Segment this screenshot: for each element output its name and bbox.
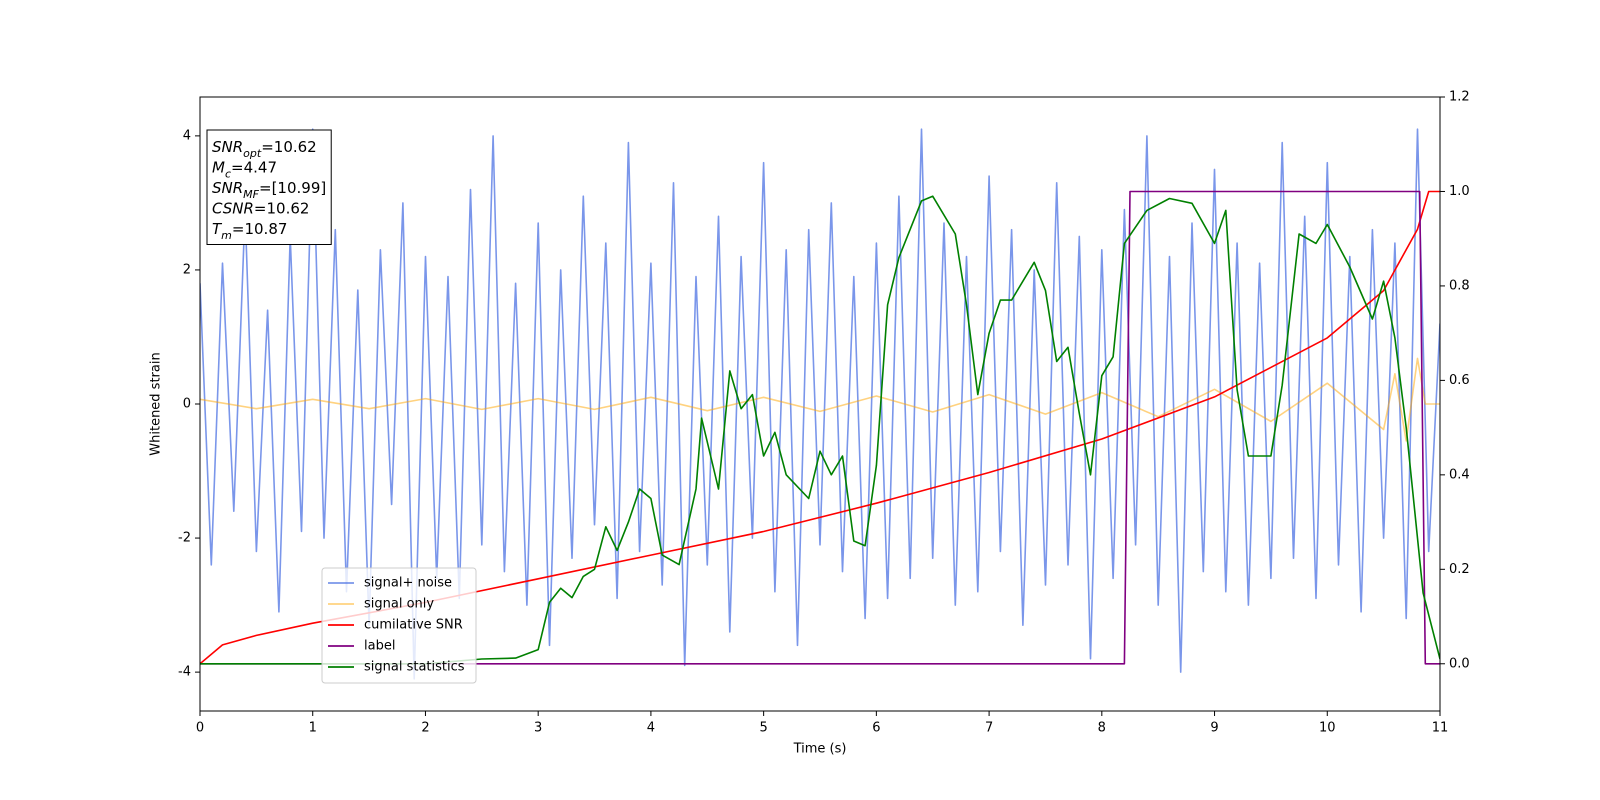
y-tick-label: -2	[178, 531, 191, 546]
x-tick-label: 7	[985, 721, 993, 736]
annotation-value: =[10.99]	[259, 179, 326, 197]
y2-tick-label: 0.6	[1449, 373, 1470, 388]
annotation-value: =10.62	[261, 138, 317, 156]
annotation-value: =10.87	[232, 220, 288, 238]
annotation-subscript: opt	[243, 147, 262, 160]
annotation-symbol: T	[212, 220, 223, 238]
y2-tick-label: 0.2	[1449, 562, 1470, 577]
series-line	[200, 128, 1440, 680]
annotation-box: SNRopt=10.62Mc=4.47SNRMF=[10.99]CSNR=10.…	[206, 129, 332, 245]
annotation-value: =10.62	[254, 199, 310, 217]
x-tick-label: 6	[872, 721, 880, 736]
x-tick-label: 4	[647, 721, 655, 736]
x-tick-label: 8	[1098, 721, 1106, 736]
annotation-value: =4.47	[231, 158, 277, 176]
annotation-text: SNRopt=10.62	[212, 138, 317, 160]
annotation-text: SNRMF=[10.99]	[212, 179, 326, 201]
annotation-symbol: SNR	[212, 179, 243, 197]
x-tick-label: 10	[1319, 721, 1336, 736]
annotation-symbol: SNR	[212, 138, 243, 156]
y-axis-label: Whitened strain	[149, 352, 164, 455]
annotation-text: Tm=10.87	[212, 220, 287, 242]
legend-label: signal only	[364, 597, 434, 612]
annotation-subscript: c	[225, 167, 231, 180]
annotation-background	[206, 129, 332, 245]
legend-frame	[321, 567, 477, 684]
legend-label: label	[364, 639, 395, 654]
legend-label: cumilative SNR	[364, 618, 463, 633]
legend-label: signal+ noise	[364, 576, 452, 591]
legend: signal+ noise signal only cumilative SNR la…	[321, 567, 477, 684]
y2-tick-label: 1.2	[1449, 90, 1470, 105]
x-tick-label: 11	[1432, 721, 1449, 736]
x-tick-label: 3	[534, 721, 542, 736]
y2-tick-label: 0.8	[1449, 278, 1470, 293]
series-line	[200, 190, 1440, 665]
x-axis-label: Time (s)	[793, 742, 847, 757]
y-tick-label: -4	[178, 665, 191, 680]
y2-tick-label: 0.4	[1449, 467, 1470, 482]
annotation-text: CSNR=10.62	[212, 199, 309, 217]
annotation-symbol: CSNR	[212, 199, 254, 217]
annotation-subscript: MF	[243, 188, 259, 201]
x-tick-label: 5	[759, 721, 767, 736]
series-line	[200, 195, 1440, 665]
y2-tick-label: 0.0	[1449, 656, 1470, 671]
y-tick-label: 2	[183, 262, 191, 277]
x-tick-label: 9	[1210, 721, 1218, 736]
annotation-symbol: M	[212, 158, 225, 176]
series-line	[200, 190, 1440, 665]
x-tick-label: 1	[309, 721, 317, 736]
y-tick-label: 4	[183, 128, 191, 143]
annotation-subscript: m	[221, 229, 232, 242]
legend-label: signal statistics	[364, 660, 465, 675]
series-line	[200, 357, 1440, 442]
x-tick-label: 2	[421, 721, 429, 736]
y-tick-label: 0	[183, 397, 191, 412]
x-tick-label: 0	[196, 721, 204, 736]
annotation-text: Mc=4.47	[212, 158, 277, 180]
y2-tick-label: 1.0	[1449, 184, 1470, 199]
